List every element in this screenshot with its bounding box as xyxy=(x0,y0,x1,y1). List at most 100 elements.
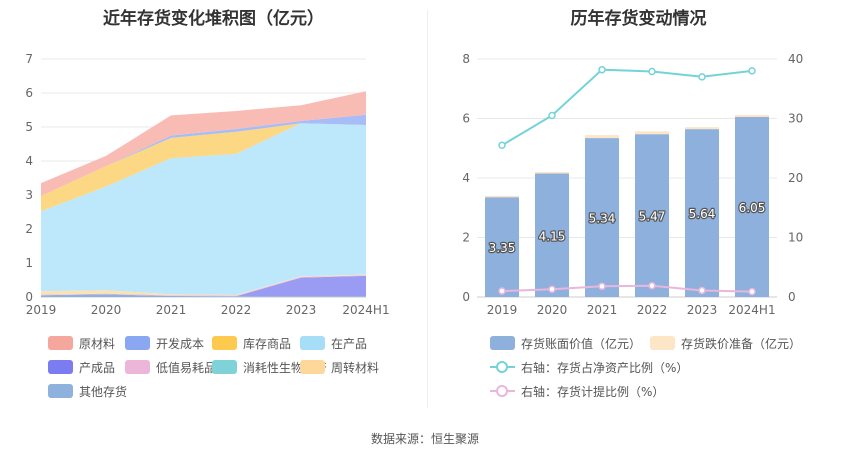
legend-label: 产成品 xyxy=(79,360,116,375)
bar-book-value xyxy=(485,197,519,297)
y-tick-label: 6 xyxy=(25,86,33,100)
legend-item[interactable]: 库存商品 xyxy=(212,335,291,351)
legend-label: 周转材料 xyxy=(331,360,380,375)
x-tick-label: 2023 xyxy=(286,303,317,317)
right-chart-title: 历年存货变动情况 xyxy=(570,9,707,29)
legend-item[interactable]: 存货账面价值（亿元） xyxy=(490,335,641,351)
bar-provision xyxy=(685,127,719,130)
x-tick-label: 2019 xyxy=(487,303,518,317)
line-point xyxy=(648,281,656,290)
area-series xyxy=(41,91,366,196)
legend-label: 右轴：存货占净资产比例（%） xyxy=(521,360,689,375)
y-tick-label: 1 xyxy=(25,256,33,270)
area-series xyxy=(41,123,366,295)
legend-swatch xyxy=(490,384,515,398)
legend-item[interactable]: 在产品 xyxy=(300,335,367,351)
area-series xyxy=(41,275,366,297)
bar-data-label: 3.35 xyxy=(489,241,516,255)
area-series xyxy=(41,274,366,296)
y-tick-label: 4 xyxy=(462,171,470,185)
y-tick-label: 5 xyxy=(25,120,33,134)
legend-label: 右轴：存货计提比例（%） xyxy=(521,384,665,399)
legend-swatch xyxy=(125,336,150,350)
x-tick-label: 2022 xyxy=(221,303,252,317)
line-point xyxy=(748,287,756,296)
line-series xyxy=(501,68,753,147)
legend-label: 开发成本 xyxy=(156,336,205,351)
area-series xyxy=(41,123,366,212)
source-note: 数据来源：恒生聚源 xyxy=(370,432,479,446)
y2-tick-label: 0 xyxy=(788,290,796,304)
line-point xyxy=(498,287,506,295)
y-tick-label: 6 xyxy=(462,112,470,126)
left-chart-title: 近年存货变化堆积图（亿元） xyxy=(103,9,324,29)
bar-book-value xyxy=(685,129,719,297)
bar-data-label: 5.47 xyxy=(639,210,666,224)
legend-swatch xyxy=(48,360,73,374)
legend-item[interactable]: 右轴：存货计提比例（%） xyxy=(490,383,664,399)
line-point xyxy=(598,65,606,74)
legend-item[interactable]: 右轴：存货占净资产比例（%） xyxy=(490,359,688,375)
bar-book-value xyxy=(535,173,569,297)
line-point xyxy=(748,67,756,75)
y-tick-label: 0 xyxy=(25,290,33,304)
chart-divider xyxy=(427,10,428,408)
x-tick-label: 2023 xyxy=(687,303,718,317)
x-tick-label: 2021 xyxy=(156,303,187,317)
line-point xyxy=(648,67,656,76)
legend-label: 低值易耗品 xyxy=(156,360,217,375)
bar-data-label: 5.34 xyxy=(589,212,616,226)
legend-swatch xyxy=(300,360,325,374)
line-point xyxy=(698,73,706,81)
bar-book-value xyxy=(585,138,619,297)
line-point xyxy=(598,282,606,291)
y-tick-label: 2 xyxy=(25,222,33,236)
legend-item[interactable]: 低值易耗品 xyxy=(125,359,216,375)
x-tick-label: 2020 xyxy=(91,303,122,317)
legend-item[interactable]: 原材料 xyxy=(48,335,115,351)
y-tick-label: 2 xyxy=(462,231,470,245)
legend-swatch xyxy=(300,336,325,350)
x-tick-label: 2019 xyxy=(26,303,57,317)
line-point xyxy=(548,111,556,120)
x-tick-label: 2021 xyxy=(587,303,618,317)
legend-swatch xyxy=(212,336,237,350)
legend-item[interactable]: 周转材料 xyxy=(300,359,379,375)
area-series xyxy=(41,294,366,297)
x-tick-label: 2020 xyxy=(537,303,568,317)
line-point xyxy=(498,141,506,150)
line-point xyxy=(698,286,706,295)
y-tick-label: 0 xyxy=(462,290,470,304)
bar-data-label: 4.15 xyxy=(539,229,566,243)
bar-data-label: 5.64 xyxy=(689,207,716,221)
bar-data-label: 6.05 xyxy=(739,201,766,215)
y-tick-label: 7 xyxy=(25,52,33,66)
legend-label: 存货账面价值（亿元） xyxy=(521,336,642,351)
y-tick-label: 3 xyxy=(25,188,33,202)
x-tick-label: 2022 xyxy=(637,303,668,317)
x-tick-label: 2024H1 xyxy=(342,303,389,317)
legend-label: 其他存货 xyxy=(79,384,128,399)
legend-item[interactable]: 存货跌价准备（亿元） xyxy=(650,335,801,351)
bar-line-chart: 0 2 4 6 8 0 10 20 30 40 2019 2020 2021 2022 2023 2024H1… xyxy=(462,52,803,317)
x-tick-label: 2024H1 xyxy=(728,303,775,317)
legend-label: 在产品 xyxy=(331,336,368,351)
stacked-area-chart: 0 1 2 3 4 5 6 7 2019 2020 2021 2022 2023 2024H1 xyxy=(25,52,389,317)
legend-swatch xyxy=(650,336,675,350)
bar-book-value xyxy=(635,134,669,297)
legend-swatch xyxy=(48,336,73,350)
bar-provision xyxy=(585,135,619,139)
bar-provision xyxy=(735,114,769,118)
bar-provision xyxy=(535,172,569,174)
legend-label: 存货跌价准备（亿元） xyxy=(681,336,802,351)
area-series xyxy=(41,275,366,297)
legend-label: 原材料 xyxy=(79,336,116,351)
legend-item[interactable]: 开发成本 xyxy=(125,335,204,351)
legend-item[interactable]: 产成品 xyxy=(48,359,115,375)
legend-swatch xyxy=(490,360,515,374)
legend-item[interactable]: 其他存货 xyxy=(48,383,127,399)
area-series xyxy=(41,114,366,196)
legend-swatch xyxy=(48,384,73,398)
y-tick-label: 8 xyxy=(462,52,470,66)
